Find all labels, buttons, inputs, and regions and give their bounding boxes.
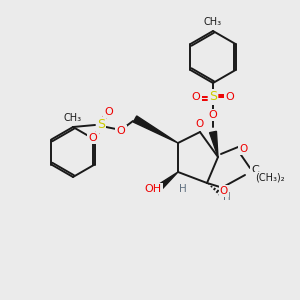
Text: H: H	[223, 192, 231, 202]
Text: O: O	[117, 126, 125, 136]
Text: OH: OH	[144, 184, 162, 194]
Text: C: C	[251, 165, 259, 175]
Text: O: O	[239, 144, 247, 154]
Text: O: O	[220, 186, 228, 196]
Text: S: S	[97, 118, 105, 131]
Text: O: O	[208, 110, 217, 120]
Text: (CH₃)₂: (CH₃)₂	[255, 173, 285, 183]
Text: CH₃: CH₃	[204, 17, 222, 27]
Text: O: O	[192, 92, 200, 102]
Text: O: O	[226, 92, 234, 102]
Polygon shape	[158, 172, 178, 189]
Text: O: O	[88, 133, 98, 143]
Polygon shape	[210, 131, 218, 157]
Text: O: O	[105, 107, 113, 117]
Text: O: O	[195, 119, 203, 129]
Text: S: S	[209, 91, 217, 103]
Text: H: H	[179, 184, 187, 194]
Text: CH₃: CH₃	[64, 113, 82, 123]
Polygon shape	[133, 116, 178, 143]
